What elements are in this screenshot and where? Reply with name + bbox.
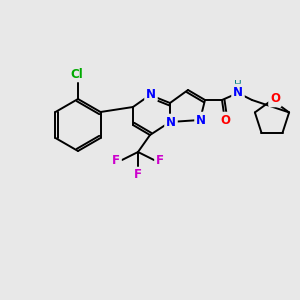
Text: F: F [156,154,164,166]
Text: N: N [233,85,243,98]
Text: N: N [196,113,206,127]
Text: H: H [234,80,242,90]
Text: O: O [220,113,230,127]
Text: O: O [270,92,280,106]
Text: F: F [112,154,120,166]
Text: F: F [134,169,142,182]
Text: N: N [166,116,176,128]
Text: Cl: Cl [70,68,83,80]
Text: N: N [146,88,156,100]
